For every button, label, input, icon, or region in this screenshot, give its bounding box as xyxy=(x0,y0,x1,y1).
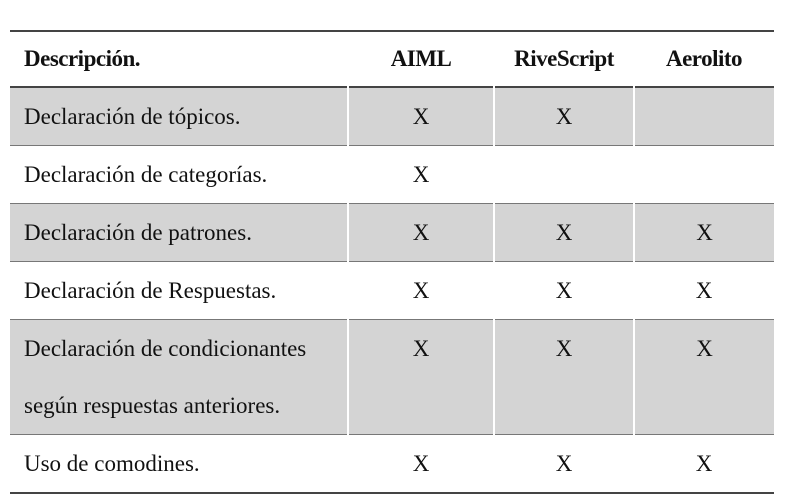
comparison-table: Descripción. AIML RiveScript Aerolito De… xyxy=(10,30,774,494)
row-description: Uso de comodines. xyxy=(24,451,200,476)
cell-aiml: X xyxy=(412,162,430,187)
table-row: Declaración de condicionantes según respu… xyxy=(10,319,774,435)
row-description: Declaración de Respuestas. xyxy=(24,278,277,303)
cell-rivescript: X xyxy=(493,87,634,146)
cell-aiml: X xyxy=(412,451,430,476)
cell-aiml: X xyxy=(347,87,494,146)
row-description: Declaración de categorías. xyxy=(24,162,268,187)
table-row: Declaración de categorías. X xyxy=(10,146,774,204)
cell-aerolito xyxy=(634,146,774,204)
row-description: Declaración de tópicos. xyxy=(10,87,348,146)
header-description: Descripción. xyxy=(24,46,141,71)
table-body: Declaración de tópicos. X X Declaración … xyxy=(10,87,774,493)
table-row: Declaración de patrones. X X X xyxy=(10,203,774,262)
cell-aerolito: X xyxy=(633,203,774,262)
header-aerolito: Aerolito xyxy=(665,46,743,71)
header-rivescript: RiveScript xyxy=(514,46,614,71)
header-aiml: AIML xyxy=(390,46,452,71)
cell-rivescript: X xyxy=(555,278,573,303)
cell-rivescript xyxy=(494,146,634,204)
cell-aerolito xyxy=(633,87,774,146)
table-row: Uso de comodines. X X X xyxy=(10,435,774,493)
comparison-table-container: Descripción. AIML RiveScript Aerolito De… xyxy=(10,30,774,494)
cell-aerolito: X xyxy=(695,278,713,303)
cell-rivescript: X xyxy=(555,451,573,476)
cell-aiml: X xyxy=(347,319,494,435)
row-description: Declaración de patrones. xyxy=(10,203,348,262)
header-row: Descripción. AIML RiveScript Aerolito xyxy=(10,31,774,87)
table-header: Descripción. AIML RiveScript Aerolito xyxy=(10,31,774,87)
table-row: Declaración de tópicos. X X xyxy=(10,87,774,146)
cell-aiml: X xyxy=(347,203,494,262)
row-description-line: Declaración de condicionantes xyxy=(24,336,307,361)
cell-aiml: X xyxy=(412,278,430,303)
cell-aerolito: X xyxy=(695,451,713,476)
cell-aerolito: X xyxy=(633,319,774,435)
cell-rivescript: X xyxy=(493,203,634,262)
table-row: Declaración de Respuestas. X X X xyxy=(10,262,774,320)
row-description-line: según respuestas anteriores. xyxy=(24,393,281,418)
row-description: Declaración de condicionantes según respu… xyxy=(10,319,348,435)
cell-rivescript: X xyxy=(493,319,634,435)
